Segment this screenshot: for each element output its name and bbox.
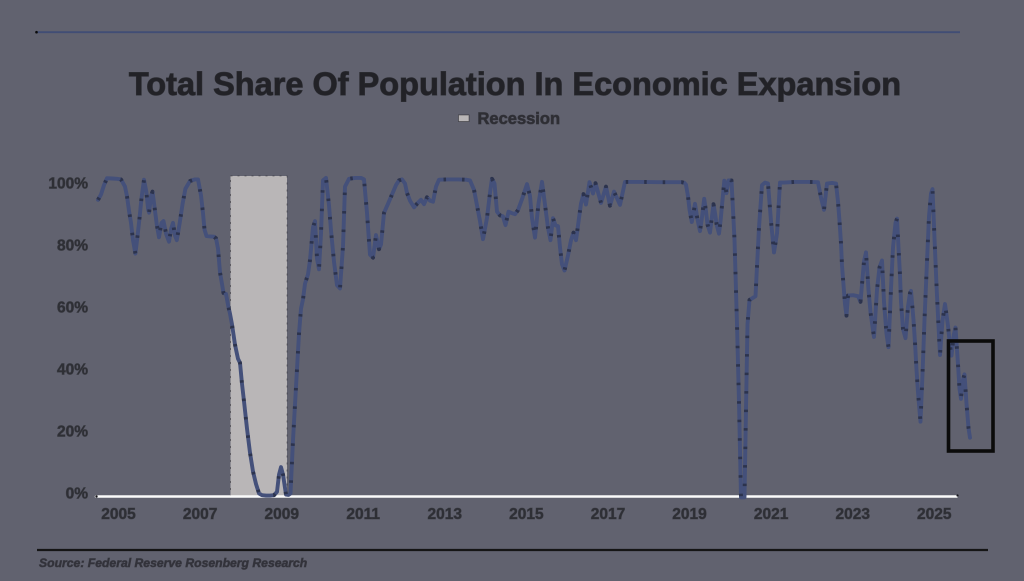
svg-text:2019: 2019 — [672, 506, 707, 523]
svg-text:Source: Federal Reserve Rosenb: Source: Federal Reserve Rosenberg Resear… — [39, 556, 307, 570]
svg-text:2025: 2025 — [917, 506, 952, 523]
svg-text:2005: 2005 — [101, 506, 136, 523]
svg-text:2007: 2007 — [183, 506, 217, 523]
svg-text:20%: 20% — [57, 424, 88, 441]
svg-text:60%: 60% — [57, 300, 88, 317]
svg-text:80%: 80% — [57, 238, 88, 255]
svg-text:2013: 2013 — [428, 506, 463, 523]
svg-text:2017: 2017 — [591, 506, 625, 523]
svg-text:2015: 2015 — [509, 506, 544, 523]
svg-text:2011: 2011 — [346, 506, 380, 523]
svg-text:0%: 0% — [66, 486, 89, 503]
svg-text:100%: 100% — [48, 176, 88, 193]
svg-text:Total Share Of Population In E: Total Share Of Population In Economic Ex… — [129, 66, 901, 102]
svg-text:40%: 40% — [57, 362, 88, 379]
svg-text:2023: 2023 — [835, 506, 870, 523]
svg-text:Recession: Recession — [478, 110, 561, 128]
svg-text:2021: 2021 — [754, 506, 789, 523]
svg-text:2009: 2009 — [264, 506, 299, 523]
